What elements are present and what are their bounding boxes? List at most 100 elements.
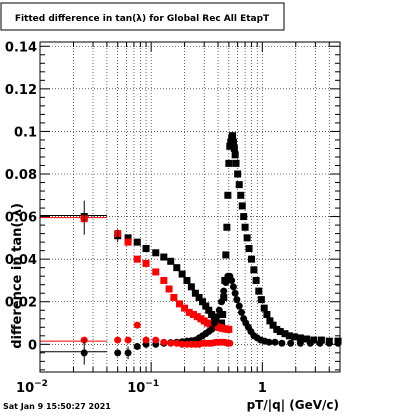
- data-point-circle: [213, 313, 221, 321]
- data-point-square: [199, 298, 207, 306]
- data-point-square: [193, 313, 201, 321]
- data-point-square: [160, 253, 168, 261]
- y-tick-label: 0.02: [5, 296, 37, 311]
- data-point-circle: [210, 319, 218, 327]
- data-point-square: [195, 293, 203, 301]
- data-point-circle: [215, 306, 223, 314]
- title-frame: [0, 2, 285, 31]
- data-point-circle: [114, 349, 122, 357]
- data-point-square: [202, 302, 210, 310]
- data-point-square: [124, 238, 132, 246]
- y-tick-label: 0.06: [5, 211, 37, 226]
- data-point-square: [226, 142, 234, 150]
- axes: 10−2 10−1 1 0 0.02 0.04 0.06 0.08 0.1 0.12 0.14: [5, 40, 341, 396]
- data-point-circle: [208, 325, 216, 333]
- data-point-square: [183, 276, 191, 284]
- data-point-square: [133, 238, 141, 246]
- data-point-circle: [316, 339, 324, 347]
- data-point-square: [241, 223, 249, 231]
- data-point-square: [152, 268, 160, 276]
- data-point-square: [133, 255, 141, 263]
- reference-lines: [40, 215, 107, 353]
- chart-title: Fitted difference in tan(λ) for Global R…: [15, 14, 270, 24]
- data-point-circle: [278, 339, 286, 347]
- timestamp: Sat Jan 9 15:50:27 2021: [3, 402, 111, 411]
- data-point-square: [303, 335, 311, 343]
- data-point-square: [225, 159, 233, 167]
- y-tick-label: 0: [28, 338, 37, 353]
- data-point-circle: [287, 339, 295, 347]
- data-point-square: [224, 191, 232, 199]
- data-point-square: [231, 151, 239, 159]
- data-point-square: [248, 255, 256, 263]
- data-point-square: [178, 270, 186, 278]
- data-point-square: [243, 234, 251, 242]
- data-point-square: [223, 223, 231, 231]
- data-point-square: [176, 300, 184, 308]
- data-point-square: [269, 321, 277, 329]
- data-point-square: [310, 336, 318, 344]
- data-point-square: [170, 293, 178, 301]
- data-point-circle: [178, 340, 186, 348]
- data-point-square: [187, 283, 195, 291]
- data-point-square: [240, 213, 248, 221]
- data-point-square: [276, 328, 284, 336]
- y-tick-label: 0.1: [14, 125, 37, 140]
- data-point-square: [317, 336, 325, 344]
- data-point-circle: [229, 283, 237, 291]
- data-point-circle: [306, 339, 314, 347]
- data-point-square: [181, 304, 189, 312]
- data-point-square: [235, 181, 243, 189]
- data-point-square: [222, 251, 230, 259]
- data-point-square: [281, 330, 289, 338]
- data-point-circle: [235, 302, 243, 310]
- data-point-square: [296, 334, 304, 342]
- data-point-circle: [265, 338, 273, 346]
- data-point-circle: [238, 308, 246, 316]
- data-point-square: [225, 325, 233, 333]
- data-point-square: [219, 311, 227, 319]
- data-point-circle: [133, 321, 141, 329]
- data-point-circle: [233, 296, 241, 304]
- data-point-square: [266, 317, 274, 325]
- data-point-square: [257, 296, 265, 304]
- data-point-square: [250, 266, 258, 274]
- data-point-square: [124, 234, 132, 242]
- data-point-square: [165, 285, 173, 293]
- data-point-square: [142, 259, 150, 267]
- data-point-square: [173, 264, 181, 272]
- title-box: Fitted difference in tan(λ) for Global R…: [0, 2, 285, 31]
- data-point-circle: [220, 287, 228, 295]
- data-point-square: [252, 276, 260, 284]
- data-point-square: [229, 138, 237, 146]
- data-point-square: [255, 287, 263, 295]
- data-point-square: [232, 159, 240, 167]
- data-point-square: [142, 245, 150, 253]
- data-point-square: [208, 311, 216, 319]
- data-point-square: [185, 308, 193, 316]
- data-point-circle: [296, 339, 304, 347]
- data-point-circle: [226, 339, 234, 347]
- data-point-square: [263, 311, 271, 319]
- data-point-square: [191, 289, 199, 297]
- data-point-circle: [160, 338, 168, 346]
- y-tick-label: 0.08: [5, 168, 37, 183]
- x-tick-label: 10−2: [16, 379, 48, 396]
- data-point-circle: [173, 339, 181, 347]
- data-point-square: [238, 202, 246, 210]
- data-point-circle: [271, 338, 279, 346]
- data-point-circle: [142, 336, 150, 344]
- data-point-square: [167, 257, 175, 265]
- data-point-square: [205, 306, 213, 314]
- data-point-square: [245, 245, 253, 253]
- data-point-square: [230, 144, 238, 152]
- data-marks: [80, 132, 342, 365]
- data-point-circle: [222, 279, 230, 287]
- data-point-square: [160, 276, 168, 284]
- data-point-square: [291, 333, 299, 341]
- data-point-circle: [152, 336, 160, 344]
- y-tick-label: 0.14: [5, 40, 37, 55]
- data-point-square: [220, 293, 228, 301]
- data-point-circle: [228, 276, 236, 284]
